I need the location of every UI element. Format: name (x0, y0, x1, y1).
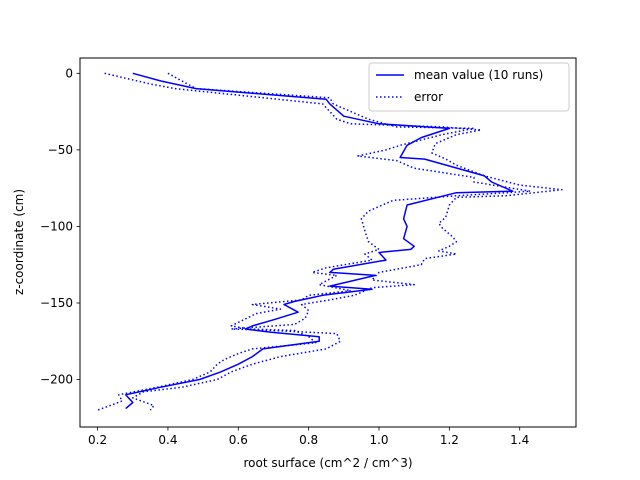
y-axis-label: z-coordinate (cm) (12, 189, 26, 295)
legend-label-error: error (414, 90, 443, 104)
series-layer (97, 72, 563, 411)
x-axis-label: root surface (cm^2 / cm^3) (243, 456, 412, 470)
series-line-mean (124, 72, 514, 410)
plot-area (80, 58, 576, 427)
series-line-error-1 (104, 72, 563, 411)
x-tick-label: 0.4 (158, 433, 177, 447)
x-tick-label: 0.6 (229, 433, 248, 447)
x-axis-ticks: 0.2 0.4 0.6 0.8 1.0 1.2 1.4 (88, 427, 529, 447)
y-tick-label: 0 (65, 66, 73, 80)
axes-frame (79, 57, 577, 428)
y-axis-ticks: 0 −50 −100 −150 −200 (40, 66, 80, 387)
y-tick-label: −200 (40, 373, 73, 387)
legend-label-mean: mean value (10 runs) (414, 68, 543, 82)
y-tick-label: −150 (40, 296, 73, 310)
x-tick-label: 0.2 (88, 433, 107, 447)
x-tick-label: 0.8 (299, 433, 318, 447)
x-tick-label: 1.2 (440, 433, 459, 447)
legend: mean value (10 runs) error (368, 62, 570, 112)
x-tick-label: 1.4 (510, 433, 529, 447)
series-line-error-2 (97, 72, 532, 411)
legend-box (368, 62, 570, 112)
x-tick-label: 1.0 (369, 433, 388, 447)
y-tick-label: −50 (48, 143, 73, 157)
y-tick-label: −100 (40, 219, 73, 233)
